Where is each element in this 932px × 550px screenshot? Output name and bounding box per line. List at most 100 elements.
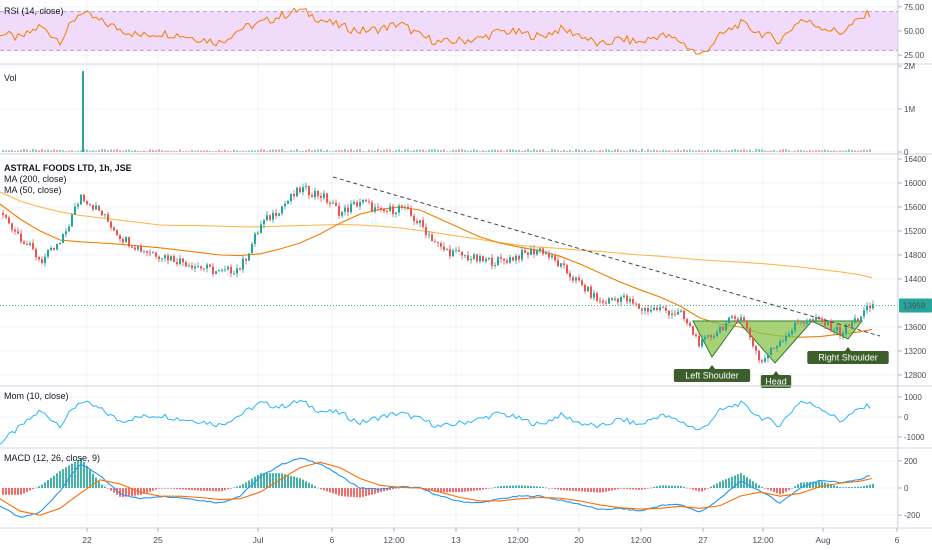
price-tick-label-0: 16400 [904, 155, 927, 164]
macd-histogram-bar [59, 471, 61, 488]
momentum-title: Mom (10, close) [4, 391, 69, 401]
rsi-panel[interactable] [0, 7, 898, 55]
candle-body [608, 298, 610, 304]
macd-histogram-bar [611, 488, 613, 491]
rsi-line[interactable] [0, 7, 871, 55]
volume-bar [326, 149, 328, 152]
candle-body [824, 320, 826, 326]
macd-histogram-bar [593, 488, 595, 493]
callout-left-shoulder[interactable]: Left Shoulder [673, 365, 751, 382]
volume-bar [203, 150, 205, 152]
volume-bar [254, 150, 256, 152]
candle-body [83, 194, 85, 202]
candle-body [650, 309, 652, 312]
volume-bar [392, 151, 394, 152]
macd-histogram-bar [443, 488, 445, 493]
macd-histogram-bar [389, 488, 391, 490]
macd-histogram-bar [53, 475, 55, 488]
candle-body [227, 266, 229, 270]
descending-trendline[interactable] [332, 176, 881, 337]
candle-body [845, 324, 847, 334]
callout-right-shoulder[interactable]: Right Shoulder [807, 347, 889, 364]
volume-bar [593, 149, 595, 152]
macd-histogram-bar [371, 488, 373, 495]
macd-histogram-bar [479, 488, 481, 491]
volume-bar [362, 151, 364, 152]
candle-body [743, 317, 745, 322]
candle-body [596, 293, 598, 301]
time-label-4: 12:00 [383, 535, 405, 545]
macd-histogram-bar [788, 488, 790, 490]
macd-histogram-bar [239, 485, 241, 488]
candle-body [632, 299, 634, 304]
macd-histogram-bar [383, 488, 385, 492]
candle-body [485, 259, 487, 262]
macd-panel[interactable] [0, 457, 874, 518]
ma200-line[interactable] [0, 191, 873, 279]
volume-bar [281, 149, 283, 152]
volume-bar [458, 149, 460, 152]
candle-body [209, 264, 211, 267]
candle-body [371, 202, 373, 212]
candle-body [707, 335, 709, 337]
signal-line[interactable] [0, 461, 873, 516]
volume-bar [437, 149, 439, 152]
candle-body [212, 266, 214, 275]
volume-bar [725, 150, 727, 152]
macd-histogram-bar [824, 482, 826, 488]
macd-line[interactable] [0, 457, 871, 518]
candle-body [38, 257, 40, 260]
price-panel[interactable]: Left Shoulder Head Right Shoulder [0, 176, 898, 388]
macd-histogram-bar [566, 488, 568, 491]
volume-bar [359, 148, 361, 152]
macd-histogram-bar [122, 488, 124, 498]
momentum-panel[interactable] [0, 399, 871, 445]
volume-bar [461, 149, 463, 152]
candle-body [215, 271, 217, 275]
candle-body [74, 206, 76, 215]
volume-bar [761, 149, 763, 152]
volume-bar [119, 150, 121, 152]
macd-histogram-bar [272, 473, 274, 488]
panel-separators[interactable] [0, 0, 932, 529]
volume-spike-bar[interactable] [82, 71, 84, 152]
volume-bar [656, 150, 658, 152]
candle-body [770, 347, 772, 356]
macd-histogram-bar [701, 488, 703, 492]
volume-bar [524, 150, 526, 152]
macd-histogram-bar [842, 487, 844, 488]
candle-body [581, 280, 583, 286]
candle-body [857, 318, 859, 321]
time-axis[interactable]: 22 25 Jul 6 12:00 13 12:00 20 12:00 27 12:00 Aug 6 [82, 528, 900, 545]
macd-histogram-bar [545, 487, 547, 489]
macd-histogram-bar [728, 477, 730, 488]
volume-bar [509, 149, 511, 152]
candle-body [755, 346, 757, 351]
candle-body [266, 215, 268, 221]
macd-histogram-bar [173, 488, 175, 489]
macd-histogram-bar [191, 488, 193, 491]
macd-histogram-bar [44, 482, 46, 488]
last-price-tag[interactable] [899, 298, 932, 313]
volume-bar [692, 150, 694, 152]
macd-histogram-bar [770, 488, 772, 491]
callout-head[interactable]: Head [760, 371, 792, 388]
volume-bar [299, 151, 301, 152]
momentum-line[interactable] [0, 399, 871, 445]
volume-bar [764, 150, 766, 152]
price-axis[interactable]: 75.0050.0025.002M1M016400160001560015200… [898, 3, 932, 520]
head-and-shoulders-pattern[interactable] [692, 320, 864, 364]
volume-bar [176, 151, 178, 152]
volume-bar [332, 151, 334, 152]
volume-panel[interactable] [2, 71, 871, 152]
macd-histogram-bar [119, 488, 121, 497]
candle-body [434, 241, 436, 243]
volume-bar [722, 151, 724, 152]
volume-bar [446, 151, 448, 152]
candle-body [821, 318, 823, 321]
macd-histogram-bar [845, 487, 847, 488]
macd-histogram-bar [167, 488, 169, 489]
macd-histogram-bar [323, 488, 325, 491]
candle-body [539, 248, 541, 251]
